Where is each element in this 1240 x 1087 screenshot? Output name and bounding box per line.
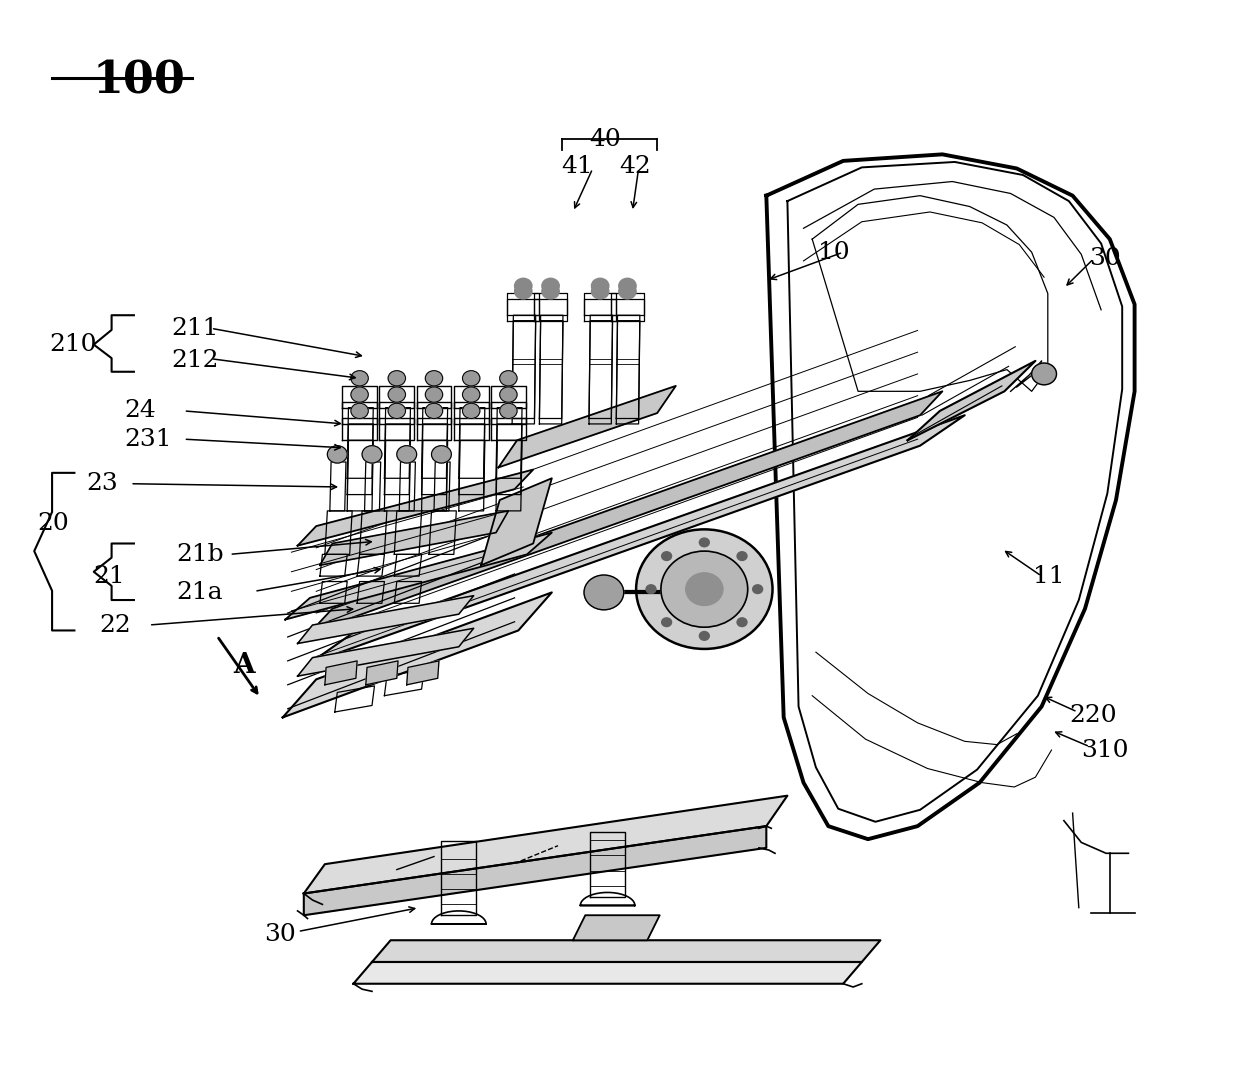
Circle shape bbox=[619, 278, 636, 293]
Polygon shape bbox=[304, 826, 766, 915]
Circle shape bbox=[515, 284, 532, 299]
Circle shape bbox=[515, 278, 532, 293]
Circle shape bbox=[662, 617, 672, 626]
Polygon shape bbox=[407, 661, 439, 685]
Polygon shape bbox=[908, 361, 1035, 440]
Circle shape bbox=[584, 575, 624, 610]
Text: 21a: 21a bbox=[176, 580, 223, 604]
Circle shape bbox=[686, 573, 723, 605]
Circle shape bbox=[591, 278, 609, 293]
Circle shape bbox=[463, 387, 480, 402]
Polygon shape bbox=[325, 661, 357, 685]
Circle shape bbox=[699, 538, 709, 547]
Text: 21: 21 bbox=[93, 564, 125, 588]
Polygon shape bbox=[285, 533, 552, 620]
Circle shape bbox=[500, 387, 517, 402]
Circle shape bbox=[351, 403, 368, 418]
Text: 231: 231 bbox=[124, 427, 171, 451]
Polygon shape bbox=[298, 470, 533, 546]
Text: 41: 41 bbox=[560, 154, 593, 178]
Polygon shape bbox=[366, 661, 398, 685]
Circle shape bbox=[425, 403, 443, 418]
Circle shape bbox=[737, 617, 746, 626]
Circle shape bbox=[542, 284, 559, 299]
Text: 212: 212 bbox=[171, 349, 218, 373]
Text: 210: 210 bbox=[50, 333, 97, 357]
Circle shape bbox=[327, 446, 347, 463]
Circle shape bbox=[463, 371, 480, 386]
Text: 20: 20 bbox=[37, 512, 69, 536]
Polygon shape bbox=[481, 478, 552, 565]
Text: 11: 11 bbox=[1033, 564, 1064, 588]
Text: 30: 30 bbox=[264, 923, 296, 947]
Polygon shape bbox=[573, 915, 660, 940]
Polygon shape bbox=[320, 511, 508, 565]
Circle shape bbox=[500, 403, 517, 418]
Circle shape bbox=[432, 446, 451, 463]
Circle shape bbox=[425, 387, 443, 402]
Circle shape bbox=[662, 552, 672, 561]
Polygon shape bbox=[353, 962, 862, 984]
Polygon shape bbox=[498, 386, 676, 467]
Circle shape bbox=[646, 585, 656, 594]
Circle shape bbox=[425, 371, 443, 386]
Text: 24: 24 bbox=[124, 399, 156, 423]
Text: 23: 23 bbox=[87, 472, 119, 496]
Text: 40: 40 bbox=[589, 127, 621, 151]
Text: 211: 211 bbox=[171, 316, 218, 340]
Text: 310: 310 bbox=[1081, 738, 1128, 762]
Circle shape bbox=[351, 387, 368, 402]
Text: 100: 100 bbox=[93, 60, 186, 103]
Text: 30: 30 bbox=[1089, 247, 1121, 271]
Text: A: A bbox=[233, 652, 255, 678]
Circle shape bbox=[1032, 363, 1056, 385]
Circle shape bbox=[388, 371, 405, 386]
Circle shape bbox=[388, 387, 405, 402]
Circle shape bbox=[699, 632, 709, 640]
Text: 21b: 21b bbox=[176, 542, 223, 566]
Polygon shape bbox=[304, 796, 787, 894]
Text: 220: 220 bbox=[1069, 703, 1116, 727]
Circle shape bbox=[591, 284, 609, 299]
Circle shape bbox=[388, 403, 405, 418]
Circle shape bbox=[661, 551, 748, 627]
Circle shape bbox=[542, 278, 559, 293]
Circle shape bbox=[500, 371, 517, 386]
Circle shape bbox=[463, 403, 480, 418]
Text: 10: 10 bbox=[818, 240, 851, 264]
Circle shape bbox=[753, 585, 763, 594]
Polygon shape bbox=[310, 415, 965, 663]
Circle shape bbox=[351, 371, 368, 386]
Polygon shape bbox=[298, 596, 474, 644]
Text: 42: 42 bbox=[619, 154, 651, 178]
Circle shape bbox=[636, 529, 773, 649]
Circle shape bbox=[619, 284, 636, 299]
Text: 22: 22 bbox=[99, 613, 131, 637]
Circle shape bbox=[737, 552, 746, 561]
Circle shape bbox=[362, 446, 382, 463]
Polygon shape bbox=[298, 628, 474, 676]
Polygon shape bbox=[283, 592, 552, 717]
Polygon shape bbox=[372, 940, 880, 962]
Polygon shape bbox=[310, 391, 942, 633]
Circle shape bbox=[397, 446, 417, 463]
